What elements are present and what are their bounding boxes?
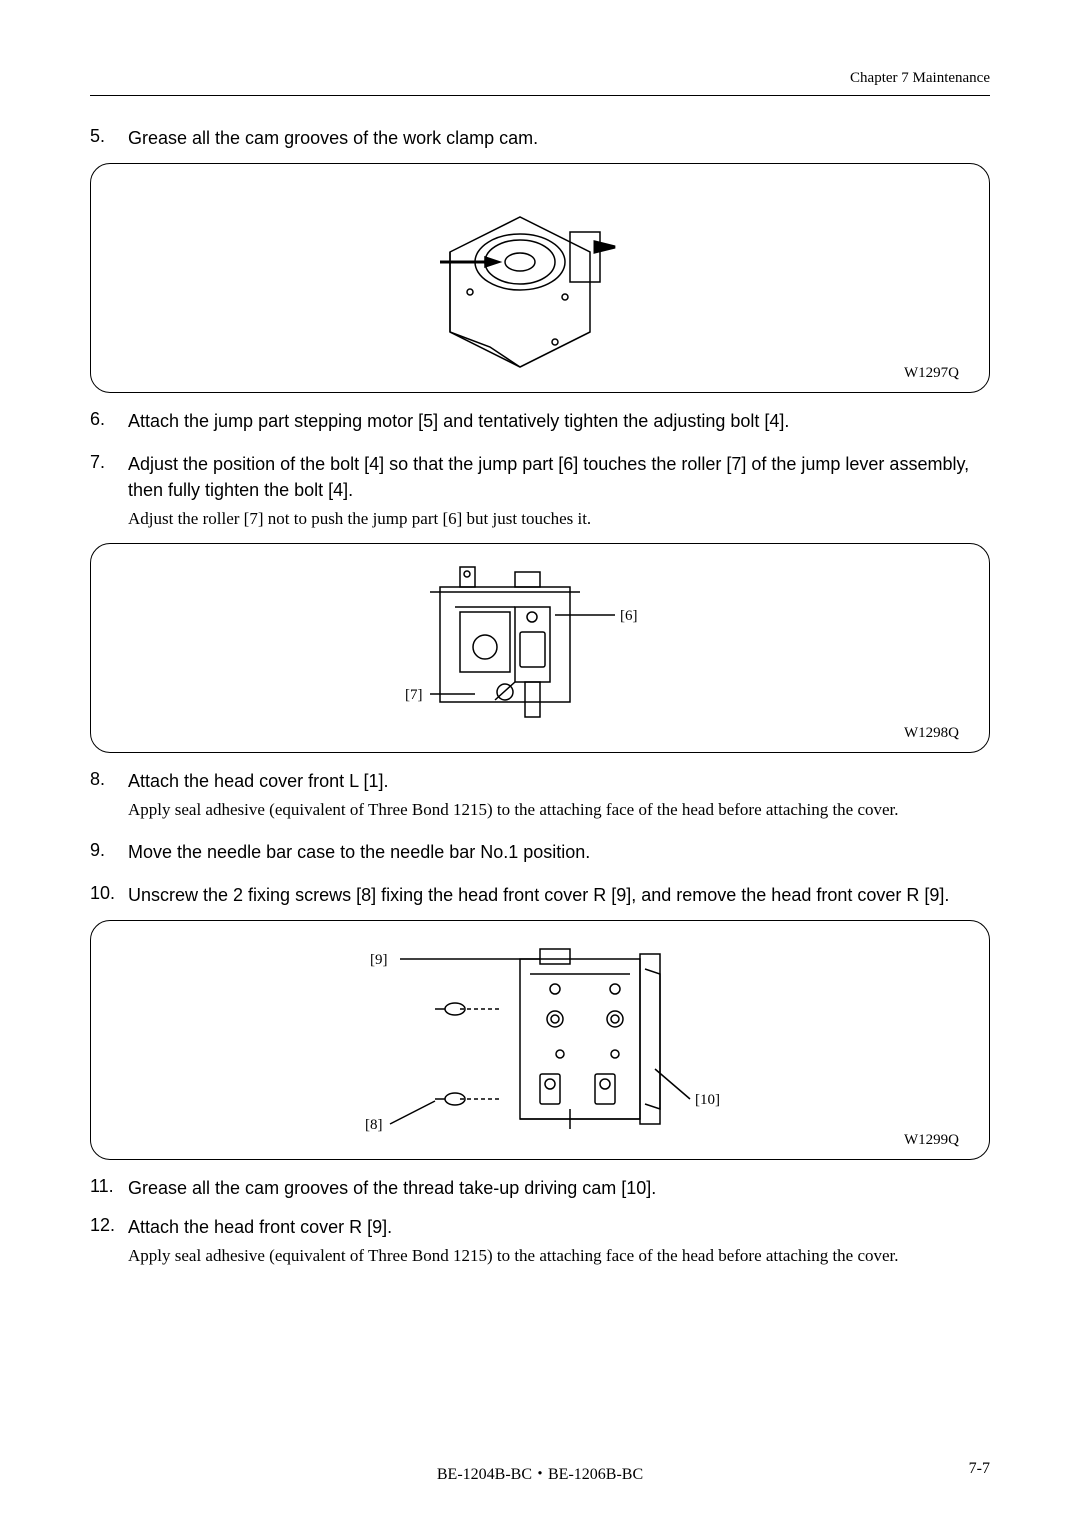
step-10: 10. Unscrew the 2 fixing screws [8] fixi… — [90, 883, 990, 908]
step-note: Apply seal adhesive (equivalent of Three… — [128, 798, 990, 822]
figure-code: W1299Q — [904, 1132, 959, 1149]
chapter-header: Chapter 7 Maintenance — [90, 70, 990, 96]
step-number: 6. — [90, 409, 128, 434]
step-content: Attach the jump part stepping motor [5] … — [128, 409, 990, 434]
step-content: Grease all the cam grooves of the work c… — [128, 126, 990, 151]
page-container: Chapter 7 Maintenance 5. Grease all the … — [0, 0, 1080, 1326]
step-number: 5. — [90, 126, 128, 151]
footer-right: 7-7 — [969, 1460, 990, 1478]
figure-code: W1298Q — [904, 725, 959, 742]
head-cover-icon: [9] [8] [10] — [260, 929, 820, 1149]
step-number: 10. — [90, 883, 128, 908]
step-note: Apply seal adhesive (equivalent of Three… — [128, 1244, 990, 1268]
step-9: 9. Move the needle bar case to the needl… — [90, 840, 990, 865]
label-9: [9] — [370, 952, 388, 968]
step-title: Attach the head front cover R [9]. — [128, 1215, 990, 1240]
step-number: 7. — [90, 452, 128, 530]
step-content: Attach the head cover front L [1]. Apply… — [128, 769, 990, 822]
step-7: 7. Adjust the position of the bolt [4] s… — [90, 452, 990, 530]
step-title: Adjust the position of the bolt [4] so t… — [128, 452, 990, 502]
step-title: Move the needle bar case to the needle b… — [128, 840, 990, 865]
step-note: Adjust the roller [7] not to push the ju… — [128, 507, 990, 531]
page-footer: BE-1204B-BC・BE-1206B-BC 7-7 — [90, 1460, 990, 1478]
step-title: Grease all the cam grooves of the thread… — [128, 1176, 990, 1201]
step-number: 12. — [90, 1215, 128, 1268]
step-content: Grease all the cam grooves of the thread… — [128, 1176, 990, 1201]
step-title: Grease all the cam grooves of the work c… — [128, 126, 990, 151]
figure-2: [6] [7] W1298Q — [90, 543, 990, 753]
step-6: 6. Attach the jump part stepping motor [… — [90, 409, 990, 434]
step-content: Attach the head front cover R [9]. Apply… — [128, 1215, 990, 1268]
step-11: 11. Grease all the cam grooves of the th… — [90, 1176, 990, 1201]
label-6: [6] — [620, 608, 638, 624]
step-number: 9. — [90, 840, 128, 865]
step-title: Unscrew the 2 fixing screws [8] fixing t… — [128, 883, 990, 908]
figure-code: W1297Q — [904, 365, 959, 382]
figure-1: W1297Q — [90, 163, 990, 393]
step-content: Unscrew the 2 fixing screws [8] fixing t… — [128, 883, 990, 908]
work-clamp-cam-icon — [420, 172, 660, 382]
step-8: 8. Attach the head cover front L [1]. Ap… — [90, 769, 990, 822]
step-content: Move the needle bar case to the needle b… — [128, 840, 990, 865]
label-10: [10] — [695, 1092, 720, 1108]
step-number: 11. — [90, 1176, 128, 1201]
step-title: Attach the head cover front L [1]. — [128, 769, 990, 794]
label-7: [7] — [405, 687, 423, 703]
step-12: 12. Attach the head front cover R [9]. A… — [90, 1215, 990, 1268]
figure-3: [9] [8] [10] W1299Q — [90, 920, 990, 1160]
step-number: 8. — [90, 769, 128, 822]
jump-lever-icon: [6] [7] — [360, 552, 720, 742]
footer-center: BE-1204B-BC・BE-1206B-BC — [437, 1460, 643, 1484]
step-content: Adjust the position of the bolt [4] so t… — [128, 452, 990, 530]
label-8: [8] — [365, 1117, 383, 1133]
step-5: 5. Grease all the cam grooves of the wor… — [90, 126, 990, 151]
step-title: Attach the jump part stepping motor [5] … — [128, 409, 990, 434]
